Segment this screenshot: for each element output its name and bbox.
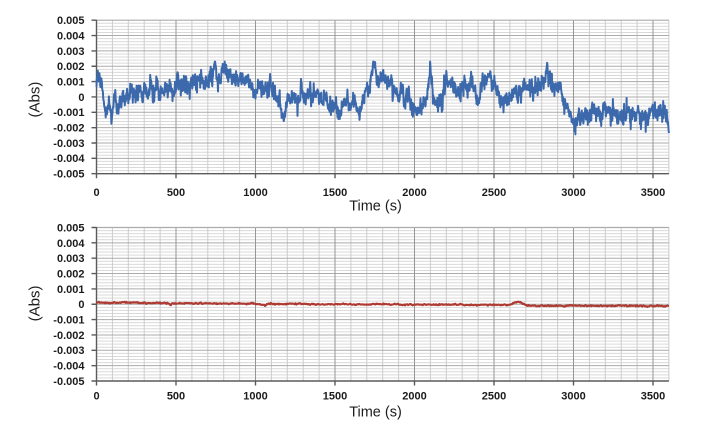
svg-text:0: 0 xyxy=(78,299,84,311)
svg-text:0.005: 0.005 xyxy=(57,222,85,234)
svg-text:1500: 1500 xyxy=(323,391,347,403)
svg-text:-0.002: -0.002 xyxy=(53,123,84,135)
svg-text:(Abs): (Abs) xyxy=(27,82,44,118)
svg-text:Time (s): Time (s) xyxy=(349,199,402,215)
svg-text:0.003: 0.003 xyxy=(57,253,85,265)
svg-text:2000: 2000 xyxy=(402,187,426,199)
svg-text:-0.003: -0.003 xyxy=(53,345,84,357)
svg-text:0.001: 0.001 xyxy=(57,284,85,296)
svg-text:-0.001: -0.001 xyxy=(53,315,84,327)
svg-text:-0.005: -0.005 xyxy=(53,376,84,388)
svg-text:1000: 1000 xyxy=(243,391,267,403)
svg-text:-0.004: -0.004 xyxy=(53,361,85,373)
svg-text:0.004: 0.004 xyxy=(57,30,85,42)
svg-text:-0.004: -0.004 xyxy=(53,153,85,165)
svg-text:0.003: 0.003 xyxy=(57,46,85,58)
svg-text:0.002: 0.002 xyxy=(57,61,85,73)
svg-text:0.001: 0.001 xyxy=(57,77,85,89)
svg-text:3000: 3000 xyxy=(561,391,585,403)
svg-text:3500: 3500 xyxy=(641,391,665,403)
svg-text:0.002: 0.002 xyxy=(57,268,85,280)
svg-text:3000: 3000 xyxy=(561,187,585,199)
svg-text:500: 500 xyxy=(167,187,185,199)
svg-text:2500: 2500 xyxy=(482,187,506,199)
svg-text:0.004: 0.004 xyxy=(57,238,85,250)
svg-text:(Abs): (Abs) xyxy=(27,285,44,321)
svg-text:0: 0 xyxy=(93,187,99,199)
svg-text:-0.002: -0.002 xyxy=(53,330,84,342)
svg-text:1000: 1000 xyxy=(243,187,267,199)
svg-text:2000: 2000 xyxy=(402,391,426,403)
svg-text:0.005: 0.005 xyxy=(57,15,85,27)
svg-text:500: 500 xyxy=(167,391,185,403)
svg-text:1500: 1500 xyxy=(323,187,347,199)
svg-text:0: 0 xyxy=(93,391,99,403)
svg-text:3500: 3500 xyxy=(641,187,665,199)
svg-text:0: 0 xyxy=(78,92,84,104)
svg-text:2500: 2500 xyxy=(482,391,506,403)
svg-text:-0.005: -0.005 xyxy=(53,169,84,181)
svg-text:-0.003: -0.003 xyxy=(53,138,84,150)
svg-text:Time (s): Time (s) xyxy=(349,405,402,421)
svg-text:-0.001: -0.001 xyxy=(53,107,84,119)
